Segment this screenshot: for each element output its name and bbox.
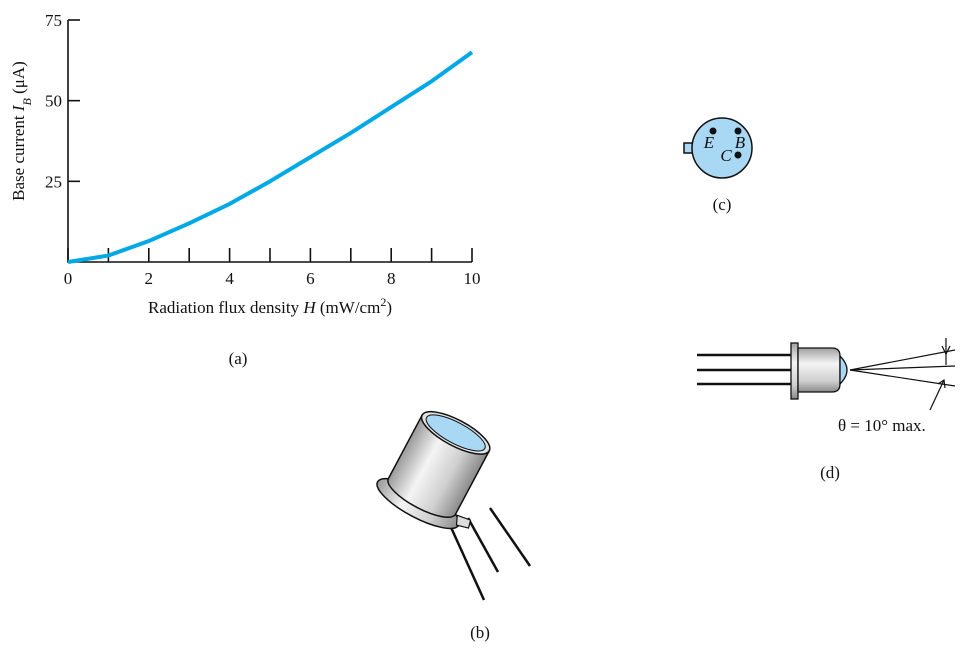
pin-diagram: E B C [683, 117, 753, 179]
y-tick-label: 50 [45, 92, 62, 111]
x-tick-label: 0 [64, 269, 73, 288]
x-axis-label: Radiation flux density H (mW/cm2) [148, 295, 392, 317]
x-axis-label-part: H [302, 298, 317, 317]
pin-label: B [735, 133, 746, 152]
x-tick-label: 2 [145, 269, 154, 288]
pin-label: C [720, 146, 732, 165]
x-tick-label: 8 [387, 269, 396, 288]
y-axis-label-part: B [20, 97, 34, 105]
caption: (d) [820, 463, 840, 482]
angle-note: θ = 10° max. [838, 416, 926, 435]
x-axis-label-part: 2 [380, 295, 386, 309]
caption: (c) [713, 195, 732, 214]
pin-label: E [703, 133, 715, 152]
x-tick-label: 4 [225, 269, 234, 288]
x-tick-label: 6 [306, 269, 315, 288]
transistor-side [697, 338, 956, 411]
y-axis-label-part: (μA) [9, 61, 28, 98]
transistor-perspective [376, 410, 532, 601]
x-axis-label-part: ) [386, 298, 392, 317]
y-tick-label: 25 [45, 172, 62, 191]
y-axis-label-part: I [9, 104, 28, 112]
y-tick-label: 75 [45, 11, 62, 30]
x-tick-label: 10 [464, 269, 481, 288]
chart: 25 50 75 0 2 4 6 8 10 Radiation flux density H (m… [9, 11, 481, 317]
y-axis-label: Base current IB (μA) [9, 61, 34, 201]
axes [67, 20, 472, 263]
y-axis-label-part: Base current [9, 111, 28, 201]
curve [67, 50, 474, 264]
x-axis-label-part: (mW/cm [316, 298, 381, 317]
caption: (b) [470, 623, 490, 642]
x-axis-label-part: Radiation flux density [148, 298, 303, 317]
caption: (a) [229, 349, 248, 368]
